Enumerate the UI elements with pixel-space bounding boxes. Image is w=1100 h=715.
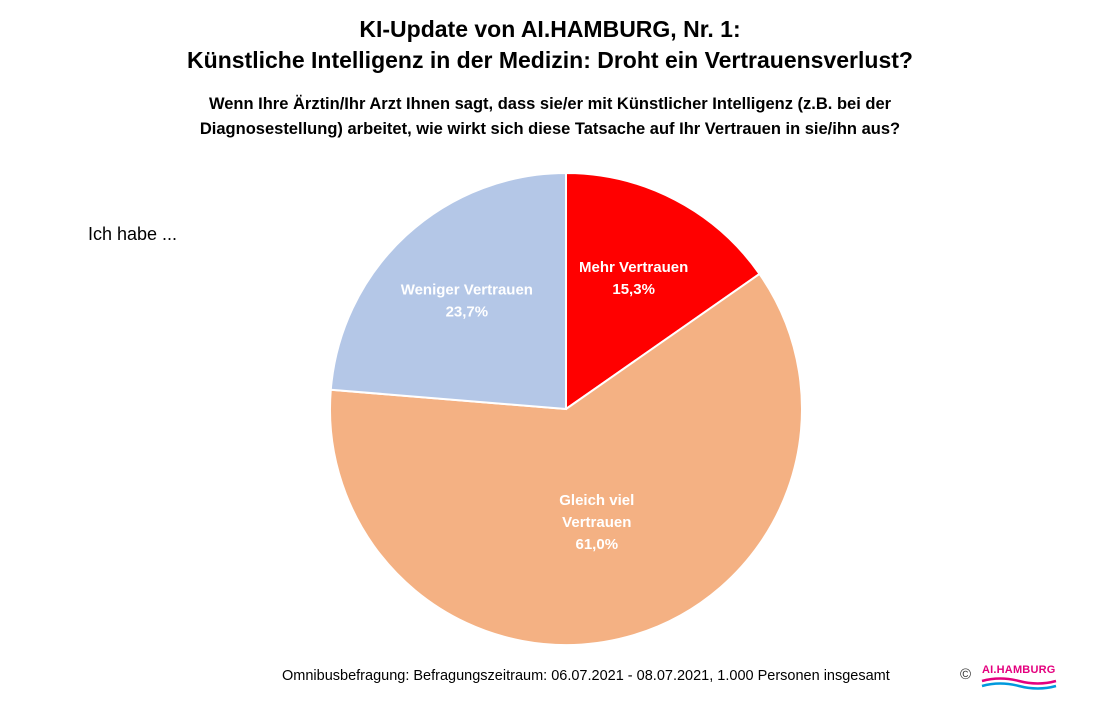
chart-title: KI-Update von AI.HAMBURG, Nr. 1: Künstli… [0,14,1100,76]
slice-label-group: Mehr Vertrauen 15,3% [579,259,688,298]
answer-prefix: Ich habe ... [88,224,178,244]
slice-label-group: Weniger Vertrauen 23,7% [401,281,533,320]
slice-category-label: Weniger Vertrauen [401,281,533,298]
slice-label-group: Gleich viel Vertrauen 61,0% [559,492,634,553]
ai-hamburg-logo: AI.HAMBURG [980,664,1058,690]
slice-value-label: 23,7% [446,303,489,320]
survey-question-line-1: Wenn Ihre Ärztin/Ihr Arzt Ihnen sagt, da… [208,95,892,113]
slice-category-label: Vertrauen [562,514,631,531]
survey-question: Wenn Ihre Ärztin/Ihr Arzt Ihnen sagt, da… [120,92,980,142]
pie-slice-mehr-vertrauen [565,171,761,411]
slice-value-label: 61,0% [576,536,619,553]
slice-category-label: Mehr Vertrauen [579,259,688,276]
pie-slice-weniger-vertrauen [329,171,567,411]
chart-title-line-2: Künstliche Intelligenz in der Medizin: D… [187,47,913,73]
pie-slice-gleich-viel-vertrauen [329,272,803,646]
logo-text: AI.HAMBURG [982,664,1056,676]
survey-footnote: Omnibusbefragung: Befragungszeitraum: 06… [282,668,890,684]
survey-question-line-2: Diagnosestellung) arbeitet, wie wirkt si… [199,120,901,138]
logo-waves-icon [981,677,1057,690]
slice-category-label: Gleich viel [559,492,634,509]
copyright-symbol: © [960,666,972,683]
chart-title-line-1: KI-Update von AI.HAMBURG, Nr. 1: [359,16,741,42]
slice-value-label: 15,3% [612,281,655,298]
